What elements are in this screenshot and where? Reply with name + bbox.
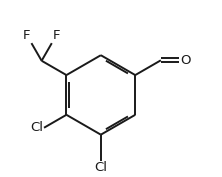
Text: Cl: Cl	[30, 121, 43, 134]
Text: F: F	[53, 29, 60, 42]
Text: O: O	[180, 54, 191, 67]
Text: F: F	[23, 29, 31, 42]
Text: Cl: Cl	[94, 161, 107, 175]
